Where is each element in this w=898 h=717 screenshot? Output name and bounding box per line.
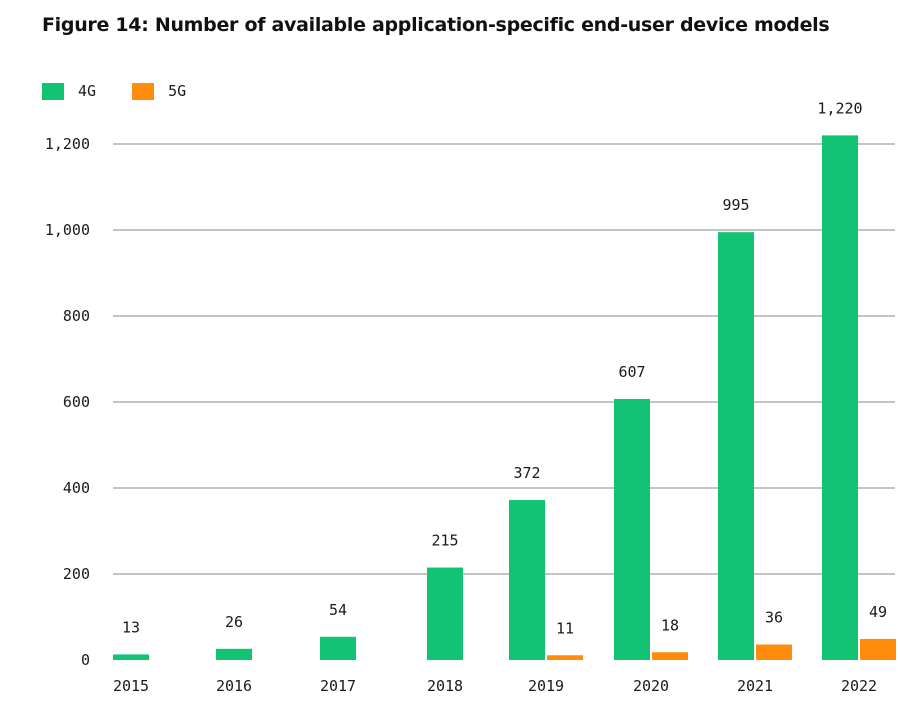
bar-4g-2022 <box>822 135 858 660</box>
data-label-4g-2019: 372 <box>513 464 540 482</box>
y-tick-label: 400 <box>63 479 90 497</box>
data-label-4g-2017: 54 <box>329 601 347 619</box>
x-tick-label: 2022 <box>841 677 877 695</box>
bar-4g-2020 <box>614 398 650 660</box>
data-label-5g-2020: 18 <box>661 616 679 634</box>
y-tick-label: 1,000 <box>45 221 90 239</box>
legend-item-5g: 5G <box>132 82 186 100</box>
chart-title: Figure 14: Number of available applicati… <box>42 14 830 36</box>
legend-item-4g: 4G <box>42 82 96 100</box>
data-labels: 13 26 54 215 372 11 607 18 995 36 1,220 49 <box>122 99 887 637</box>
bar-5g-2021 <box>756 644 792 660</box>
bar-4g-2016 <box>216 648 252 660</box>
data-label-4g-2015: 13 <box>122 618 140 636</box>
y-tick-label: 200 <box>63 565 90 583</box>
x-tick-label: 2017 <box>320 677 356 695</box>
data-label-4g-2022: 1,220 <box>817 99 862 117</box>
y-tick-label: 600 <box>63 393 90 411</box>
data-label-4g-2020: 607 <box>618 363 645 381</box>
data-label-5g-2022: 49 <box>869 603 887 621</box>
data-label-4g-2016: 26 <box>225 613 243 631</box>
x-tick-label: 2016 <box>216 677 252 695</box>
legend: 4G 5G <box>42 82 222 100</box>
legend-label-5g: 5G <box>168 82 187 100</box>
y-axis-tick-labels: 0 200 400 600 800 1,000 1,200 <box>45 135 90 669</box>
x-tick-label: 2015 <box>113 677 149 695</box>
y-tick-label: 1,200 <box>45 135 90 153</box>
bar-4g-2017 <box>320 636 356 660</box>
legend-swatch-4g <box>42 82 64 100</box>
x-axis-tick-labels: 2015 2016 2017 2018 2019 2020 2021 2022 <box>113 677 877 695</box>
data-label-5g-2021: 36 <box>765 609 783 627</box>
y-tick-label: 800 <box>63 307 90 325</box>
y-tick-label: 0 <box>81 651 90 669</box>
legend-swatch-5g <box>132 82 155 100</box>
bar-5g-2019 <box>547 655 583 660</box>
bar-4g-2015 <box>113 654 149 660</box>
x-tick-label: 2020 <box>633 677 669 695</box>
data-label-5g-2019: 11 <box>556 619 574 637</box>
bar-5g-2020 <box>652 652 688 660</box>
bars <box>113 135 896 660</box>
gridlines <box>113 143 895 575</box>
x-tick-label: 2021 <box>737 677 773 695</box>
data-label-4g-2018: 215 <box>431 532 458 550</box>
bar-4g-2021 <box>718 232 754 660</box>
bar-4g-2018 <box>427 567 463 660</box>
x-tick-label: 2018 <box>427 677 463 695</box>
bar-4g-2019 <box>509 500 545 660</box>
legend-label-4g: 4G <box>78 82 97 100</box>
x-tick-label: 2019 <box>528 677 564 695</box>
data-label-4g-2021: 995 <box>722 196 749 214</box>
bar-5g-2022 <box>860 638 896 660</box>
